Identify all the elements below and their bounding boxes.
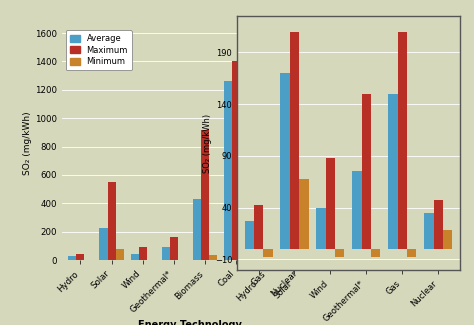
Bar — [240, 259, 248, 260]
Bar — [254, 204, 263, 249]
Bar — [131, 254, 139, 260]
Bar — [434, 201, 443, 249]
Bar — [108, 182, 116, 260]
Bar — [209, 255, 218, 260]
Bar — [299, 179, 309, 249]
Bar — [264, 213, 272, 260]
Bar — [287, 255, 295, 260]
Bar — [100, 228, 108, 260]
Bar — [245, 221, 254, 249]
Bar — [407, 249, 416, 257]
Bar — [263, 249, 273, 257]
Bar — [424, 213, 434, 249]
Bar — [76, 254, 84, 260]
Bar — [326, 158, 335, 249]
Bar — [201, 130, 209, 260]
Bar — [352, 172, 362, 249]
Bar — [317, 208, 326, 249]
Bar — [232, 61, 240, 260]
Bar — [371, 249, 380, 257]
Bar — [388, 94, 398, 249]
Bar — [281, 73, 290, 249]
Bar — [170, 237, 178, 260]
Bar — [362, 94, 371, 249]
Bar — [255, 234, 264, 260]
X-axis label: Energy Technology: Energy Technology — [137, 320, 242, 325]
Bar — [398, 32, 407, 249]
Bar — [193, 199, 201, 260]
Bar — [335, 249, 345, 257]
Bar — [295, 252, 303, 260]
Y-axis label: SO₂ (mg/kWh): SO₂ (mg/kWh) — [203, 113, 212, 173]
Y-axis label: SO₂ (mg/kWh): SO₂ (mg/kWh) — [23, 111, 32, 175]
Bar — [68, 256, 76, 260]
Bar — [443, 230, 452, 249]
Bar — [116, 249, 124, 260]
Bar — [290, 32, 299, 249]
Legend: Average, Maximum, Minimum: Average, Maximum, Minimum — [66, 30, 132, 71]
Bar — [224, 81, 232, 260]
Bar — [139, 247, 147, 260]
Bar — [162, 247, 170, 260]
